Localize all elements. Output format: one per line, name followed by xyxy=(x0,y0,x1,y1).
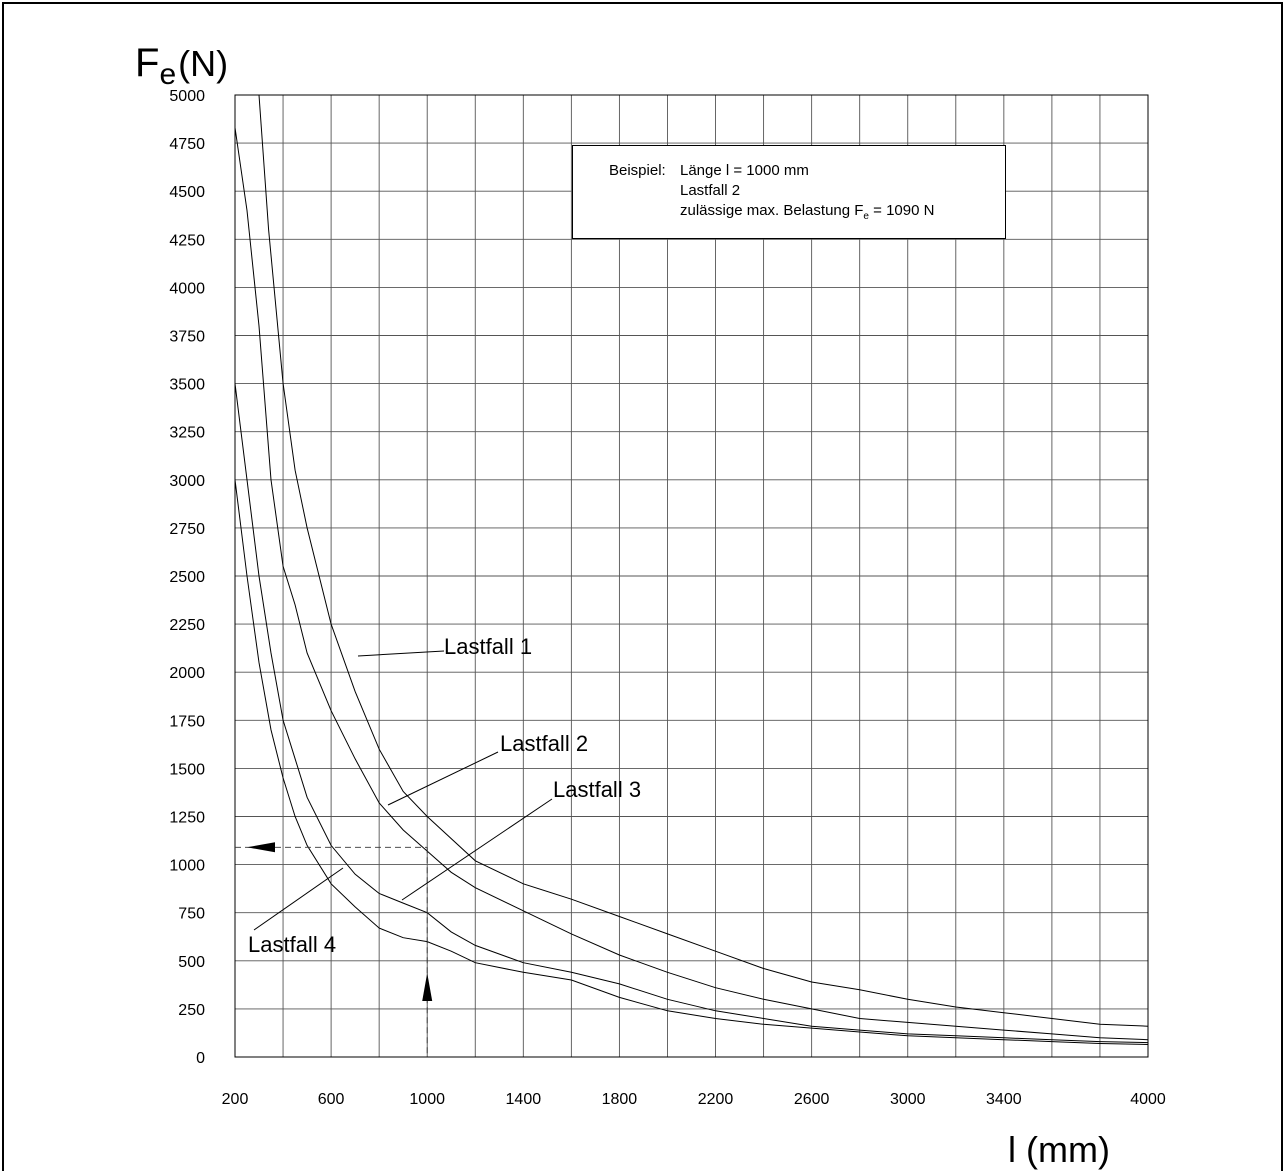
y-tick-label: 0 xyxy=(196,1050,205,1067)
example-key: Beispiel: xyxy=(609,162,666,179)
x-tick-label: 600 xyxy=(318,1091,345,1108)
y-tick-label: 4000 xyxy=(169,280,205,297)
y-tick-label: 2250 xyxy=(169,617,205,634)
x-axis-title: l (mm) xyxy=(1008,1129,1110,1170)
y-tick-label: 4250 xyxy=(169,232,205,249)
y-tick-labels: 0 250 500 750 1000 1250 1500 1750 2000 2250 2500 27… xyxy=(169,88,205,1067)
y-tick-label: 1250 xyxy=(169,810,205,827)
example-load: zulässige max. Belastung Fe = 1090 N xyxy=(680,202,935,222)
x-tick-label: 4000 xyxy=(1130,1091,1166,1108)
y-tick-label: 4750 xyxy=(169,136,205,153)
x-tick-label: 1000 xyxy=(409,1091,445,1108)
example-length: Länge l = 1000 mm xyxy=(680,162,809,179)
x-tick-labels: 200 600 1000 1400 1800 2200 2600 3000 3400 4000 xyxy=(222,1091,1166,1108)
y-tick-label: 3000 xyxy=(169,473,205,490)
example-loadcase: Lastfall 2 xyxy=(680,182,741,199)
x-tick-label: 1800 xyxy=(602,1091,638,1108)
example-box: Beispiel: Länge l = 1000 mm Lastfall 2 z… xyxy=(572,145,1006,239)
y-tick-label: 2750 xyxy=(169,521,205,538)
series-label-lastfall-4: Lastfall 4 xyxy=(248,932,336,957)
y-axis-title: Fe(N) xyxy=(135,41,228,91)
series-lines xyxy=(234,94,1149,1045)
y-tick-label: 3750 xyxy=(169,329,205,346)
x-tick-label: 3400 xyxy=(986,1091,1022,1108)
series-label-lastfall-3: Lastfall 3 xyxy=(553,777,641,802)
series-line-lastfall-1 xyxy=(258,94,1149,1027)
y-tick-label: 750 xyxy=(178,906,205,923)
y-tick-label: 5000 xyxy=(169,88,205,105)
y-tick-label: 1000 xyxy=(169,858,205,875)
leader-lastfall-3 xyxy=(401,798,553,901)
grid xyxy=(234,94,1149,1058)
example-marker xyxy=(235,842,433,1057)
y-tick-label: 4500 xyxy=(169,184,205,201)
y-tick-label: 250 xyxy=(178,1002,205,1019)
leader-lastfall-2 xyxy=(387,751,499,806)
y-tick-label: 500 xyxy=(178,954,205,971)
x-tick-label: 200 xyxy=(222,1091,249,1108)
leader-lastfall-1 xyxy=(357,650,445,657)
series-label-lastfall-1: Lastfall 1 xyxy=(444,634,532,659)
series-label-lastfall-2: Lastfall 2 xyxy=(500,731,588,756)
y-tick-label: 3500 xyxy=(169,377,205,394)
series-line-lastfall-3 xyxy=(234,383,1149,1044)
y-tick-label: 1750 xyxy=(169,713,205,730)
series-line-lastfall-2 xyxy=(234,127,1149,1041)
arrow-up-icon xyxy=(422,973,433,1001)
x-tick-label: 2200 xyxy=(698,1091,734,1108)
x-tick-label: 3000 xyxy=(890,1091,926,1108)
y-tick-label: 2000 xyxy=(169,665,205,682)
y-tick-label: 1500 xyxy=(169,761,205,778)
arrow-left-icon xyxy=(247,842,275,853)
series-line-lastfall-4 xyxy=(234,479,1149,1045)
label-leaders xyxy=(253,650,553,931)
y-tick-label: 3250 xyxy=(169,425,205,442)
x-tick-label: 2600 xyxy=(794,1091,830,1108)
x-tick-label: 1400 xyxy=(506,1091,542,1108)
leader-lastfall-4 xyxy=(253,867,344,931)
y-tick-label: 2500 xyxy=(169,569,205,586)
plot-area xyxy=(234,94,1149,1058)
